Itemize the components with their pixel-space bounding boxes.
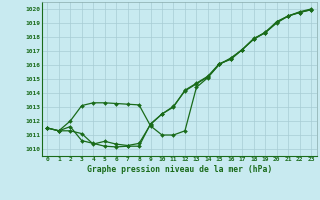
X-axis label: Graphe pression niveau de la mer (hPa): Graphe pression niveau de la mer (hPa) [87, 165, 272, 174]
